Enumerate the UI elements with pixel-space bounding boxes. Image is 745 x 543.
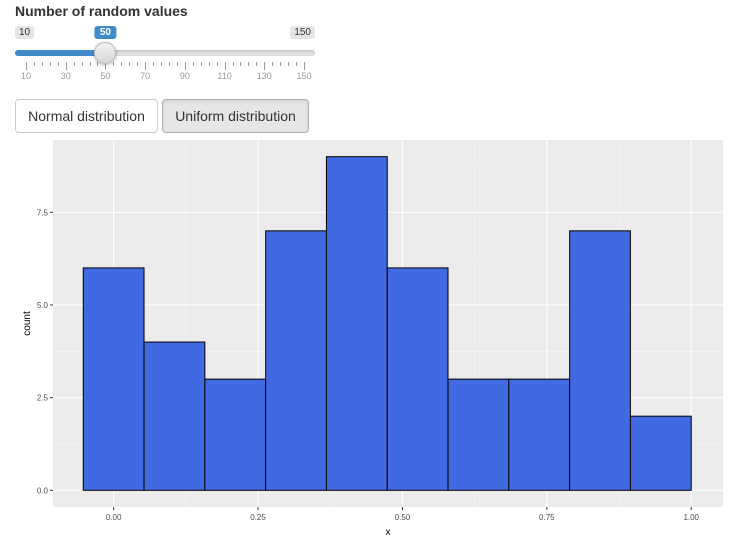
slider-tick-minor	[208, 62, 210, 66]
slider-tick-minor	[288, 62, 290, 66]
slider-tick-minor	[240, 62, 242, 66]
y-axis-title: count	[22, 311, 33, 336]
slider-tick-label: 90	[179, 71, 190, 81]
slider-tick-minor	[168, 62, 170, 66]
slider-tick-label: 10	[20, 71, 32, 81]
slider-min-label: 10	[15, 26, 35, 39]
normal-distribution-button[interactable]: Normal distribution	[15, 99, 158, 133]
slider-value-label: 50	[94, 26, 116, 39]
slider-tick-major	[145, 62, 147, 70]
slider-tick-minor	[33, 62, 35, 66]
y-tick-label: 5.0	[37, 301, 49, 310]
histogram-bar	[265, 230, 327, 491]
slider-tick-minor	[256, 62, 258, 66]
x-tick-label: 0.50	[395, 513, 411, 522]
slider-tick-minor	[280, 62, 282, 66]
slider-tick-minor	[192, 62, 194, 66]
slider-tick-minor	[49, 62, 51, 66]
histogram-bar	[386, 267, 449, 491]
histogram-bar	[143, 341, 206, 491]
slider-tick-minor	[232, 62, 234, 66]
x-tick-label: 0.75	[539, 513, 555, 522]
slider-tick-label: 110	[217, 71, 232, 81]
slider-tick-minor	[200, 62, 202, 66]
slider-tick-minor	[161, 62, 163, 66]
slider-tick-label: 130	[256, 71, 272, 81]
slider-tick-major	[184, 62, 186, 70]
slider-tick-minor	[121, 62, 123, 66]
slider-tick-minor	[272, 62, 274, 66]
histogram-bar	[325, 156, 388, 491]
slider-tick-minor	[57, 62, 59, 66]
y-tick-label: 0.0	[37, 486, 49, 495]
slider-fill	[15, 50, 106, 56]
histogram-bar	[569, 230, 631, 491]
histogram-bar	[447, 378, 510, 491]
histogram-bar	[82, 267, 145, 491]
slider-tick-minor	[296, 62, 298, 66]
histogram-bar	[508, 378, 571, 491]
slider-tick-minor	[248, 62, 250, 66]
histogram-bar	[629, 415, 692, 491]
slider-tick-minor	[129, 62, 131, 66]
random-values-slider[interactable]: 10 150 50 10 30 50 70 90 110 130 150	[15, 24, 315, 84]
slider-max-label: 150	[290, 26, 315, 39]
slider-tick-label: 50	[100, 71, 111, 81]
slider-tick-label: 30	[60, 71, 71, 81]
slider-tick-label: 150	[296, 71, 312, 81]
x-tick-label: 0.25	[250, 513, 266, 522]
slider-tick-major	[105, 62, 107, 70]
histogram-chart: 0.00 0.25 0.50 0.75 1.00 0.0 2.5 5.0 7.5 x count	[22, 140, 723, 538]
slider-tick-minor	[97, 62, 99, 66]
histogram-bar	[204, 378, 267, 491]
uniform-distribution-button[interactable]: Uniform distribution	[162, 99, 309, 133]
slider-tick-major	[224, 62, 226, 70]
slider-handle[interactable]	[94, 42, 117, 64]
y-tick-label: 2.5	[37, 394, 49, 403]
slider-tick-major	[264, 62, 266, 70]
slider-tick-minor	[216, 62, 218, 66]
x-tick-label: 1.00	[683, 513, 699, 522]
slider-tick-major	[26, 62, 27, 70]
slider-label: Number of random values	[15, 3, 188, 19]
slider-tick-minor	[81, 62, 83, 66]
slider-tick-minor	[73, 62, 75, 66]
slider-tick-minor	[41, 62, 43, 66]
slider-tick-minor	[153, 62, 155, 66]
slider-tick-label: 70	[140, 71, 151, 81]
slider-tick-minor	[137, 62, 139, 66]
slider-track[interactable]	[15, 50, 315, 56]
slider-tick-minor	[113, 62, 115, 66]
x-tick-label: 0.00	[106, 513, 122, 522]
slider-tick-major	[304, 62, 305, 70]
x-axis-title: x	[386, 527, 391, 538]
slider-tick-minor	[89, 62, 91, 66]
slider-tick-major	[65, 62, 67, 70]
slider-tick-minor	[176, 62, 178, 66]
y-tick-label: 7.5	[37, 208, 49, 217]
